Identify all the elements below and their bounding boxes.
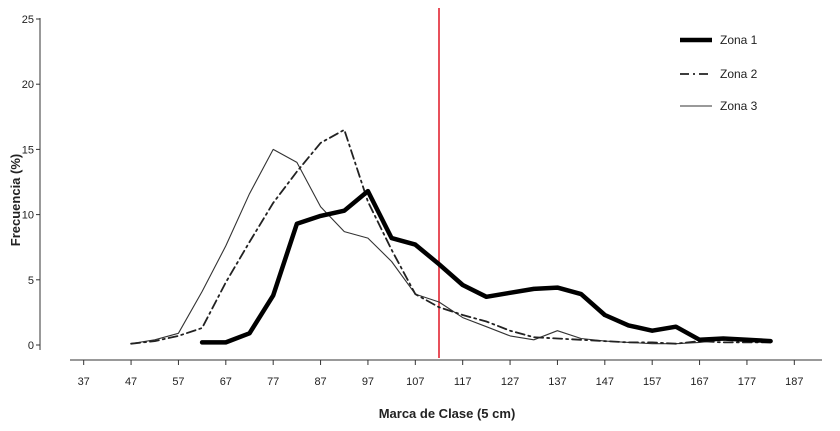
series-line-2: [130, 128, 772, 345]
legend-label-zona-3: Zona 3: [720, 99, 758, 113]
x-tick-label: 77: [267, 376, 279, 388]
x-tick-label: 157: [643, 376, 661, 388]
y-axis-ticks: 0 5 10 15 20 25: [22, 14, 40, 352]
series-lines: [130, 128, 773, 345]
x-tick-label: 137: [548, 376, 566, 388]
series-line-1: [199, 188, 773, 345]
x-tick-label: 97: [362, 376, 374, 388]
x-tick-label: 57: [172, 376, 184, 388]
series-line-3: [130, 148, 772, 345]
y-tick-label: 15: [22, 144, 34, 156]
y-tick-label: 0: [28, 340, 34, 352]
x-tick-label: 117: [454, 376, 472, 388]
y-axis-title: Frecuencia (%): [8, 154, 23, 246]
x-axis-title: Marca de Clase (5 cm): [379, 406, 516, 421]
x-tick-label: 107: [406, 376, 424, 388]
y-tick-label: 5: [28, 275, 34, 287]
y-tick-label: 25: [22, 14, 34, 26]
x-tick-label: 187: [785, 376, 803, 388]
legend-label-zona-1: Zona 1: [720, 33, 758, 47]
x-tick-label: 37: [78, 376, 90, 388]
legend-label-zona-2: Zona 2: [720, 67, 758, 81]
x-tick-label: 167: [690, 376, 708, 388]
x-tick-label: 67: [220, 376, 232, 388]
x-tick-label: 177: [738, 376, 756, 388]
x-tick-label: 87: [314, 376, 326, 388]
x-tick-label: 127: [501, 376, 519, 388]
y-tick-label: 10: [22, 210, 34, 222]
x-tick-label: 47: [125, 376, 137, 388]
plot-area: [39, 18, 822, 361]
x-axis-ticks: 37 47 57 67 77 87 97 107 117 127 137 147 157 167 177 18…: [78, 360, 803, 388]
x-tick-label: 147: [596, 376, 614, 388]
legend: Zona 1 Zona 2 Zona 3: [680, 33, 758, 113]
y-tick-label: 20: [22, 79, 34, 91]
